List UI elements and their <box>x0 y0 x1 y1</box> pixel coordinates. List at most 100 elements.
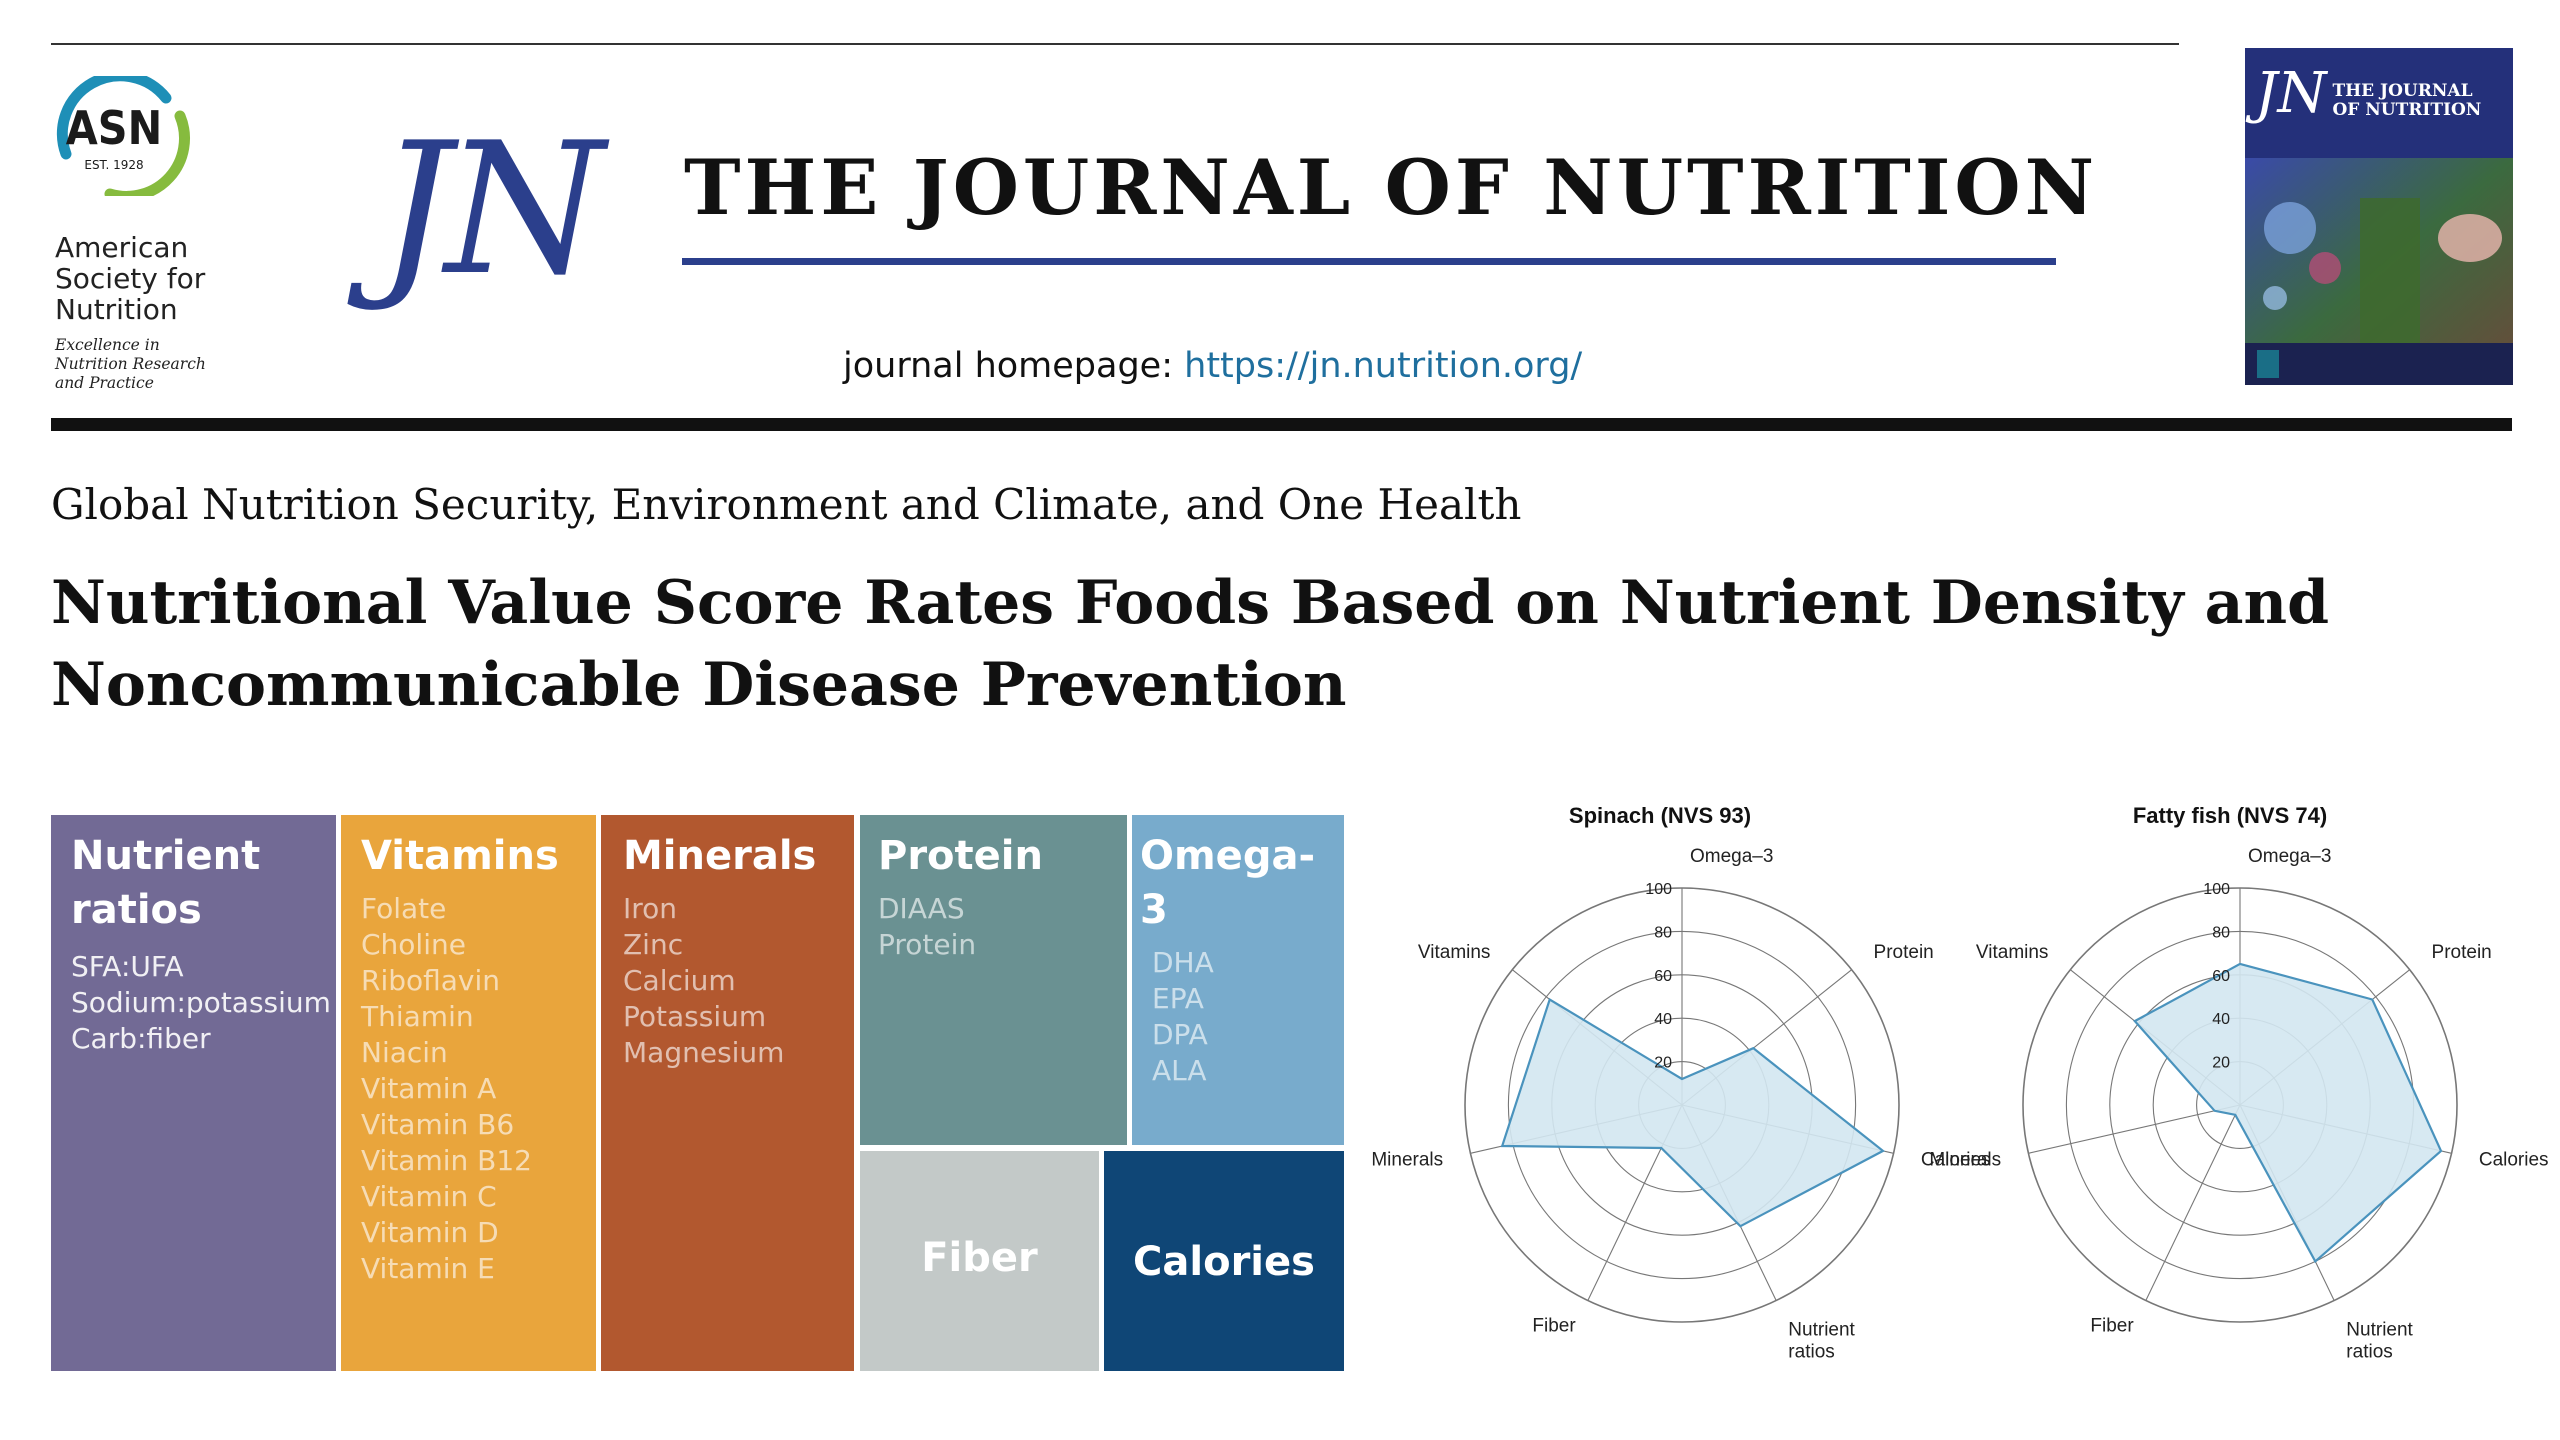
radar-axis-label: Fiber <box>1532 1316 1576 1337</box>
homepage-label: journal homepage: <box>843 346 1185 386</box>
tile-item: Choline <box>361 928 466 961</box>
tile-item: Carb:fiber <box>71 1022 211 1055</box>
tile-title-line: Minerals <box>623 833 817 879</box>
radar-axis-label: Nutrient <box>1788 1320 1855 1341</box>
treemap-tile-calories: Calories <box>1104 1151 1344 1371</box>
journal-cover-thumbnail[interactable]: JN THE JOURNAL OF NUTRITION <box>2245 48 2513 385</box>
header-divider <box>51 418 2512 431</box>
cover-artwork <box>2245 158 2513 385</box>
radar-axis-label: Protein <box>2432 942 2492 963</box>
tile-title-line: Protein <box>878 833 1043 879</box>
cover-asn-mark-icon <box>2257 350 2279 378</box>
cover-monogram: JN <box>2255 61 2327 126</box>
tile-item: DPA <box>1152 1018 1208 1051</box>
tile-title-line: ratios <box>71 887 202 933</box>
treemap-tile-minerals: Minerals Iron Zinc Calcium Potassium Mag… <box>601 815 854 1371</box>
society-name-line: Society for <box>55 262 206 295</box>
article-title: Nutritional Value Score Rates Foods Base… <box>51 562 2329 726</box>
tile-item: Calcium <box>623 964 736 997</box>
radar-tick-label: 80 <box>1654 924 1672 941</box>
tagline-line: Nutrition Research <box>55 355 206 373</box>
tile-item: Protein <box>878 928 977 961</box>
tile-item: SFA:UFA <box>71 950 184 983</box>
radar-axis-label: Minerals <box>1371 1150 1443 1171</box>
radar-charts: Spinach (NVS 93) 20 40 60 80 100 Omega–3 Protei… <box>1371 803 2548 1363</box>
tile-item: ALA <box>1152 1054 1207 1087</box>
tile-item: Vitamin B12 <box>361 1144 532 1177</box>
radar-tick-label: 20 <box>1654 1055 1672 1072</box>
tile-item: Potassium <box>623 1000 767 1033</box>
tagline-line: and Practice <box>55 374 154 392</box>
radar-tick-label: 20 <box>2212 1055 2230 1072</box>
treemap-tile-nutrient-ratios: Nutrient ratios SFA:UFA Sodium:potassium… <box>51 815 336 1371</box>
radar-tick-label: 40 <box>1654 1011 1672 1028</box>
journal-title: THE JOURNAL OF NUTRITION <box>684 143 2099 232</box>
tile-item: Vitamin A <box>361 1072 497 1105</box>
homepage-link[interactable]: https://jn.nutrition.org/ <box>1184 346 1583 386</box>
treemap-tile-vitamins: Vitamins Folate Choline Riboflavin Thiam… <box>341 815 596 1371</box>
tile-item: Magnesium <box>623 1036 785 1069</box>
radar-axis-label: Calories <box>1921 1150 1991 1171</box>
radar-axis-label: ratios <box>2346 1342 2392 1363</box>
radar-axis-label: Fiber <box>2090 1316 2134 1337</box>
tile-item: Vitamin D <box>361 1216 499 1249</box>
radar-tick-label: 60 <box>2212 968 2230 985</box>
treemap-tile-fiber: Fiber <box>860 1151 1099 1371</box>
society-name-line: Nutrition <box>55 293 178 326</box>
tile-item: Thiamin <box>361 1000 474 1033</box>
radar-chart-fatty-fish: Fatty fish (NVS 74) 20 40 60 80 100 Omega–3 Pro… <box>1929 803 2548 1363</box>
radar-tick-label: 40 <box>2212 1011 2230 1028</box>
treemap-tile-omega3: Omega-3 DHA EPA DPA ALA <box>1132 815 1344 1145</box>
radar-tick-label: 100 <box>2203 881 2230 898</box>
radar-spoke <box>2145 1104 2241 1301</box>
radar-axis-label: Omega–3 <box>1690 846 1773 867</box>
tile-item: Vitamin C <box>361 1180 497 1213</box>
tile-item: Vitamin E <box>361 1252 495 1285</box>
cover-title-line: OF NUTRITION <box>2332 100 2482 120</box>
radar-tick-label: 80 <box>2212 924 2230 941</box>
article-section: Global Nutrition Security, Environment a… <box>51 480 1522 529</box>
treemap-tile-protein: Protein DIAAS Protein <box>860 815 1127 1145</box>
radar-tick-label: 100 <box>1645 881 1672 898</box>
radar-axis-label: Vitamins <box>1976 942 2049 963</box>
tile-item: Vitamin B6 <box>361 1108 515 1141</box>
cover-masthead: JN THE JOURNAL OF NUTRITION <box>2255 66 2481 122</box>
radar-axis-label: Calories <box>2479 1150 2549 1171</box>
asn-logo-text: ASN <box>66 101 162 155</box>
tile-title-line: Nutrient <box>71 833 261 879</box>
radar-series-area <box>1500 997 1886 1228</box>
asn-logo: ASN EST. 1928 <box>56 76 190 196</box>
tile-item: Folate <box>361 892 447 925</box>
radar-series-area <box>2133 962 2443 1264</box>
top-rule <box>51 43 2179 45</box>
title-underline <box>682 258 2056 265</box>
article-title-line: Nutritional Value Score Rates Foods Base… <box>51 568 2330 638</box>
journal-homepage: journal homepage: https://jn.nutrition.o… <box>843 346 1582 386</box>
tile-item: Riboflavin <box>361 964 501 997</box>
tile-item: Zinc <box>623 928 684 961</box>
asn-est: EST. 1928 <box>84 158 143 172</box>
tile-item: EPA <box>1152 982 1204 1015</box>
society-name-line: American <box>55 231 189 264</box>
tile-item: Niacin <box>361 1036 448 1069</box>
tile-item: DIAAS <box>878 892 965 925</box>
tile-title-line: Omega-3 <box>1140 833 1316 933</box>
radar-chart-spinach: Spinach (NVS 93) 20 40 60 80 100 Omega–3 Protei… <box>1371 803 1990 1363</box>
radar-spoke <box>2028 1104 2241 1154</box>
jn-monogram: JN <box>378 103 604 315</box>
tile-title-line: Calories <box>1133 1239 1315 1285</box>
radar-axis-label: Omega–3 <box>2248 846 2331 867</box>
radar-tick-label: 60 <box>1654 968 1672 985</box>
radar-axis-label: Minerals <box>1929 1150 2001 1171</box>
radar-axis-label: ratios <box>1788 1342 1834 1363</box>
society-tagline: Excellence in Nutrition Research and Pra… <box>55 336 206 393</box>
tile-item: Sodium:potassium <box>71 986 331 1019</box>
article-title-line: Noncommunicable Disease Prevention <box>51 650 1347 720</box>
tile-title-line: Fiber <box>921 1235 1038 1281</box>
radar-axis-label: Nutrient <box>2346 1320 2413 1341</box>
society-name: American Society for Nutrition <box>55 232 205 325</box>
radar-title: Fatty fish (NVS 74) <box>2133 803 2327 828</box>
radar-axis-label: Protein <box>1874 942 1934 963</box>
tile-title-line: Vitamins <box>361 833 559 879</box>
tile-item: DHA <box>1152 946 1214 979</box>
